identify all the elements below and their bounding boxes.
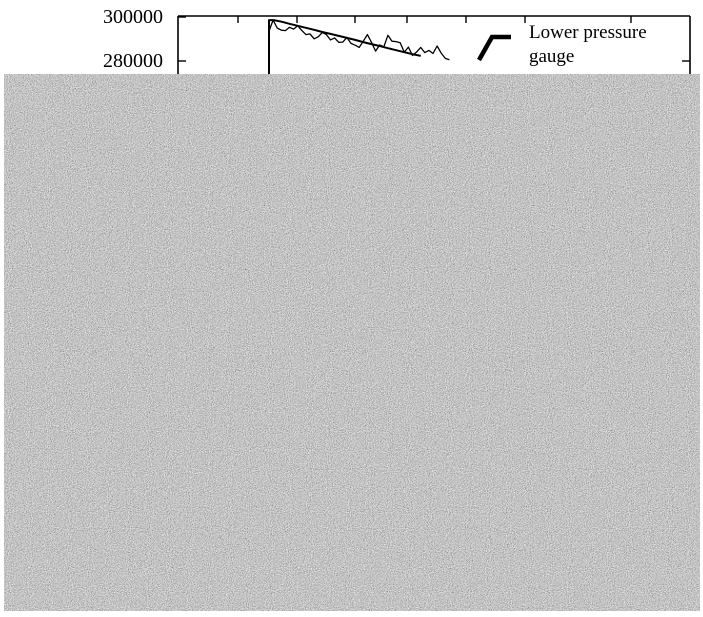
- noise-overlay: [4, 74, 700, 611]
- legend-line-swatch: [477, 34, 511, 62]
- series-layer: [268, 19, 450, 88]
- y-tick-label-280000: 280000: [103, 50, 163, 72]
- legend: Lower pressure gauge: [477, 22, 647, 67]
- series-line-1: [268, 19, 450, 88]
- legend-label-line2: gauge: [529, 46, 574, 67]
- series-line-0: [268, 19, 421, 88]
- legend-label-line1: Lower pressure: [529, 22, 647, 43]
- y-tick-label-300000: 300000: [103, 6, 163, 28]
- plot-axes: [177, 15, 691, 74]
